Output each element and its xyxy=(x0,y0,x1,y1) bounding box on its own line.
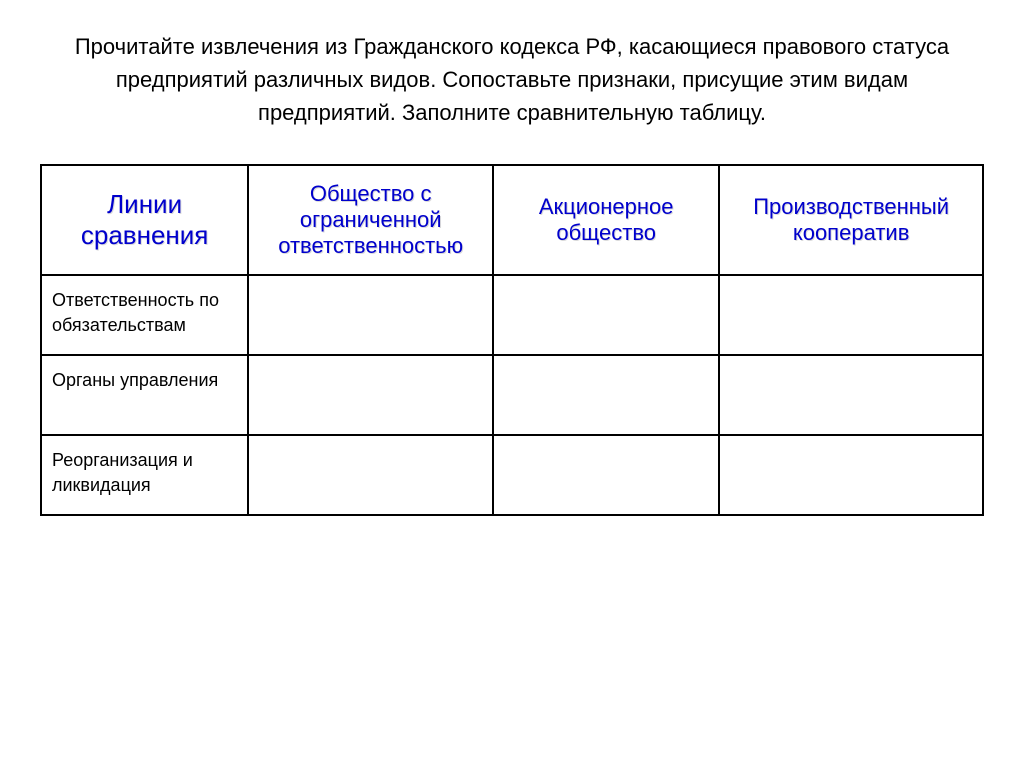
column-header-label: Общество с ограниченной ответственностью xyxy=(278,181,463,258)
column-header: Общество с ограниченной ответственностью xyxy=(248,165,493,275)
row-label-cell: Ответственность по обязательствам xyxy=(41,275,248,355)
table-cell xyxy=(719,275,983,355)
row-label: Реорганизация и ликвидация xyxy=(52,450,193,495)
column-header-label: Линии сравнения xyxy=(81,189,209,250)
table-row: Реорганизация и ликвидация xyxy=(41,435,983,515)
row-label-cell: Органы управления xyxy=(41,355,248,435)
comparison-table: Линии сравнения Общество с ограниченной … xyxy=(40,164,984,516)
page-title: Прочитайте извлечения из Гражданского ко… xyxy=(40,30,984,129)
column-header: Линии сравнения xyxy=(41,165,248,275)
table-cell xyxy=(248,355,493,435)
table-header-row: Линии сравнения Общество с ограниченной … xyxy=(41,165,983,275)
column-header-label: Производственный кооператив xyxy=(753,194,949,245)
table-cell xyxy=(719,355,983,435)
column-header: Производственный кооператив xyxy=(719,165,983,275)
column-header: Акционерное общество xyxy=(493,165,719,275)
table-cell xyxy=(248,275,493,355)
row-label: Ответственность по обязательствам xyxy=(52,290,219,335)
table-cell xyxy=(493,355,719,435)
table-row: Ответственность по обязательствам xyxy=(41,275,983,355)
table-cell xyxy=(248,435,493,515)
table-cell xyxy=(493,275,719,355)
column-header-label: Акционерное общество xyxy=(539,194,674,245)
table-row: Органы управления xyxy=(41,355,983,435)
row-label: Органы управления xyxy=(52,370,218,390)
table-cell xyxy=(493,435,719,515)
row-label-cell: Реорганизация и ликвидация xyxy=(41,435,248,515)
table-cell xyxy=(719,435,983,515)
